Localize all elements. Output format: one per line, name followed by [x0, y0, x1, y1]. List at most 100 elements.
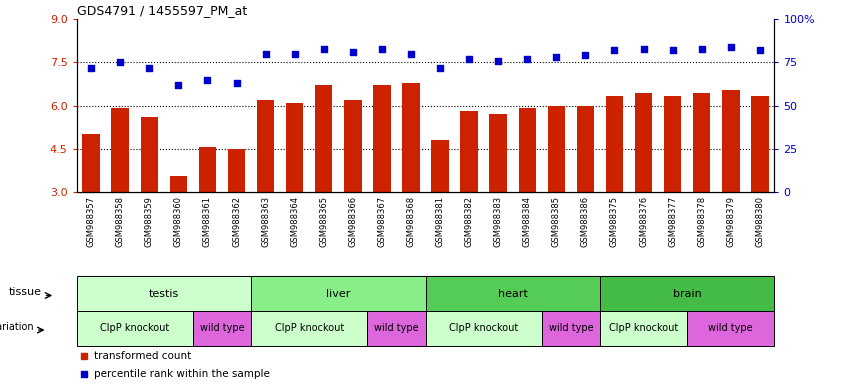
Text: GSM988378: GSM988378: [697, 196, 706, 247]
Point: [433, 65, 447, 71]
Bar: [518, 109, 536, 192]
Text: wild type: wild type: [709, 323, 753, 333]
Bar: [548, 106, 565, 192]
Text: GSM988384: GSM988384: [523, 196, 532, 247]
Point: [317, 46, 330, 52]
Bar: [693, 93, 711, 192]
Point: [404, 51, 418, 57]
Point: [142, 65, 156, 71]
Text: GSM988380: GSM988380: [756, 196, 764, 247]
Text: GSM988382: GSM988382: [465, 196, 474, 247]
Text: GSM988360: GSM988360: [174, 196, 183, 247]
Bar: [542, 311, 600, 346]
Text: testis: testis: [149, 289, 179, 299]
Text: ClpP knockout: ClpP knockout: [100, 323, 169, 333]
Point: [753, 47, 767, 53]
Bar: [77, 311, 193, 346]
Text: GSM988368: GSM988368: [407, 196, 415, 247]
Point: [724, 44, 738, 50]
Bar: [83, 134, 100, 192]
Text: GSM988359: GSM988359: [145, 196, 154, 247]
Bar: [600, 276, 774, 311]
Point: [230, 80, 243, 86]
Bar: [431, 140, 448, 192]
Bar: [193, 311, 251, 346]
Bar: [403, 83, 420, 192]
Bar: [228, 149, 245, 192]
Point: [84, 65, 98, 71]
Text: ClpP knockout: ClpP knockout: [275, 323, 344, 333]
Text: GSM988386: GSM988386: [581, 196, 590, 247]
Bar: [460, 111, 477, 192]
Point: [113, 60, 127, 66]
Bar: [315, 86, 333, 192]
Point: [201, 77, 214, 83]
Text: GSM988376: GSM988376: [639, 196, 648, 247]
Text: GSM988363: GSM988363: [261, 196, 270, 247]
Text: heart: heart: [498, 289, 528, 299]
Point: [521, 56, 534, 62]
Text: GSM988367: GSM988367: [377, 196, 386, 247]
Text: ClpP knockout: ClpP knockout: [609, 323, 678, 333]
Bar: [111, 109, 129, 192]
Point: [491, 58, 505, 64]
Point: [608, 47, 621, 53]
Bar: [169, 176, 187, 192]
Bar: [635, 93, 653, 192]
Text: brain: brain: [673, 289, 701, 299]
Text: GSM988361: GSM988361: [203, 196, 212, 247]
Text: GSM988383: GSM988383: [494, 196, 503, 247]
Point: [579, 53, 592, 59]
Point: [462, 56, 476, 62]
Point: [665, 47, 679, 53]
Point: [375, 46, 389, 52]
Text: GSM988365: GSM988365: [319, 196, 328, 247]
Bar: [368, 311, 426, 346]
Text: GSM988377: GSM988377: [668, 196, 677, 247]
Bar: [199, 147, 216, 192]
Point: [77, 371, 90, 377]
Bar: [77, 276, 251, 311]
Text: genotype/variation: genotype/variation: [0, 321, 35, 332]
Bar: [344, 100, 362, 192]
Bar: [140, 117, 158, 192]
Bar: [373, 86, 391, 192]
Point: [77, 353, 90, 359]
Text: GSM988362: GSM988362: [232, 196, 241, 247]
Bar: [688, 311, 774, 346]
Bar: [722, 90, 740, 192]
Bar: [664, 96, 682, 192]
Text: ClpP knockout: ClpP knockout: [449, 323, 518, 333]
Text: liver: liver: [326, 289, 351, 299]
Text: wild type: wild type: [200, 323, 244, 333]
Text: GDS4791 / 1455597_PM_at: GDS4791 / 1455597_PM_at: [77, 3, 247, 17]
Text: tissue: tissue: [9, 287, 43, 297]
Bar: [426, 276, 600, 311]
Point: [637, 46, 650, 52]
Point: [172, 82, 186, 88]
Text: GSM988364: GSM988364: [290, 196, 300, 247]
Text: GSM988366: GSM988366: [348, 196, 357, 247]
Bar: [251, 276, 426, 311]
Text: transformed count: transformed count: [94, 351, 191, 361]
Text: wild type: wild type: [549, 323, 593, 333]
Text: GSM988379: GSM988379: [726, 196, 735, 247]
Text: GSM988375: GSM988375: [610, 196, 619, 247]
Point: [346, 49, 360, 55]
Text: GSM988357: GSM988357: [87, 196, 95, 247]
Bar: [489, 114, 507, 192]
Text: GSM988385: GSM988385: [551, 196, 561, 247]
Point: [550, 54, 563, 60]
Point: [695, 46, 709, 52]
Bar: [286, 103, 303, 192]
Bar: [251, 311, 368, 346]
Bar: [577, 106, 594, 192]
Point: [259, 51, 272, 57]
Bar: [751, 96, 768, 192]
Bar: [600, 311, 688, 346]
Bar: [257, 100, 274, 192]
Text: GSM988358: GSM988358: [116, 196, 125, 247]
Bar: [606, 96, 623, 192]
Text: percentile rank within the sample: percentile rank within the sample: [94, 369, 270, 379]
Text: wild type: wild type: [374, 323, 419, 333]
